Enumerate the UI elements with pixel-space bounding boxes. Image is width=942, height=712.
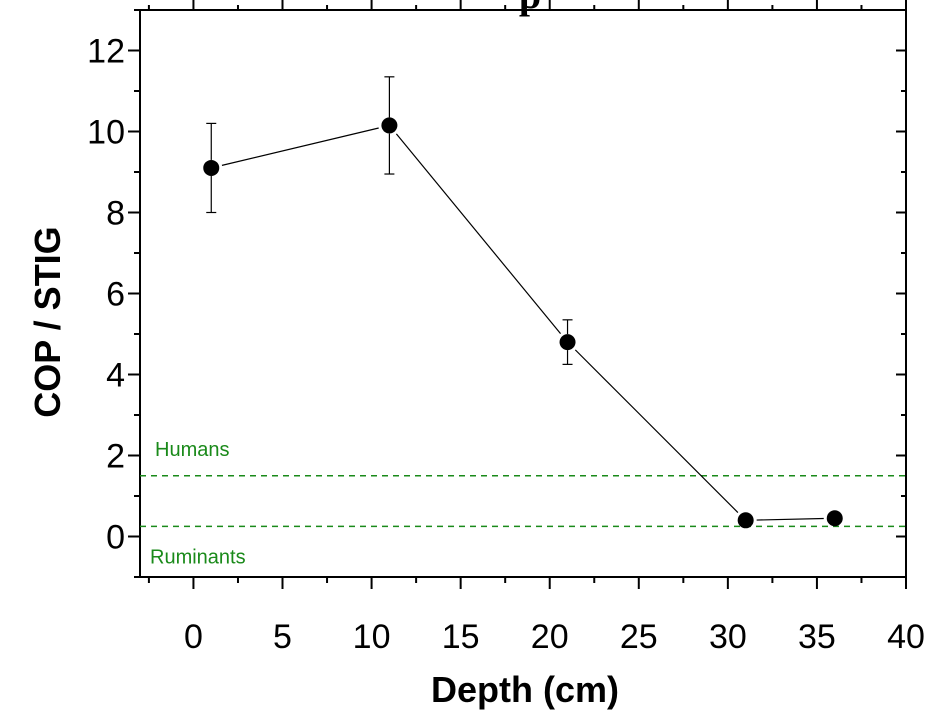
x-tick-label: 20 <box>531 618 569 656</box>
series-line-segment <box>574 349 739 513</box>
data-point <box>826 510 843 527</box>
y-tick-label: 8 <box>106 195 125 233</box>
data-series <box>203 76 843 529</box>
series-line-segment <box>221 127 379 166</box>
x-tick-label: 40 <box>887 618 925 656</box>
x-axis-title: Depth (cm) <box>431 669 619 710</box>
y-tick-label: 0 <box>106 519 125 557</box>
y-tick-label: 12 <box>87 33 125 71</box>
series-line-segment <box>395 133 562 334</box>
series-line-segment <box>756 517 824 521</box>
plot-frame <box>139 9 907 578</box>
x-tick-label: 35 <box>798 618 836 656</box>
axis-ticks: 0 5 10 15 20 25 30 35 40 0 2 4 6 8 10 12 <box>87 0 925 656</box>
x-tick-label: 0 <box>184 618 203 656</box>
data-point <box>381 117 398 134</box>
y-tick-label: 4 <box>106 357 125 395</box>
data-point <box>737 512 754 529</box>
y-tick-label: 6 <box>106 276 125 314</box>
y-tick-label: 2 <box>106 438 125 476</box>
x-tick-label: 25 <box>620 618 658 656</box>
reference-label-ruminants: Ruminants <box>150 546 246 568</box>
reference-lines: Humans Ruminants <box>140 439 906 568</box>
chart-title: p <box>519 0 541 17</box>
x-tick-label: 15 <box>442 618 480 656</box>
x-tick-label: 5 <box>273 618 292 656</box>
reference-label-humans: Humans <box>155 439 229 461</box>
data-point <box>559 334 576 351</box>
y-tick-label: 10 <box>87 114 125 152</box>
data-point <box>203 159 220 176</box>
x-tick-label: 10 <box>353 618 391 656</box>
y-axis-title: COP / STIG <box>27 226 68 417</box>
x-tick-label: 30 <box>709 618 747 656</box>
